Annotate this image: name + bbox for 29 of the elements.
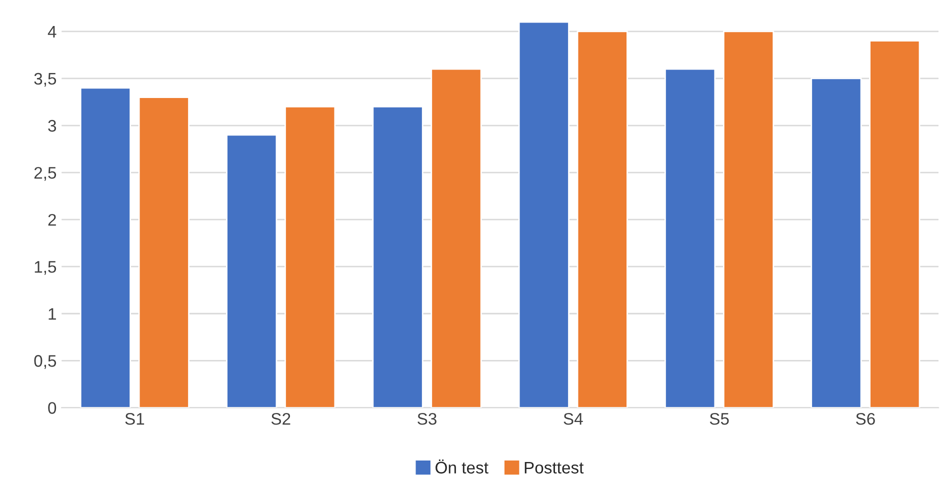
- bar: [810, 78, 862, 408]
- bar: [138, 96, 190, 408]
- bar: [722, 30, 774, 408]
- x-tick-label: S6: [856, 412, 875, 425]
- bar: [518, 22, 570, 408]
- x-tick-label: S5: [710, 412, 729, 425]
- legend-label: Ön test: [436, 459, 488, 474]
- bar: [80, 87, 132, 408]
- x-tick-label: S2: [271, 412, 290, 425]
- bar: [869, 40, 920, 408]
- bar: [226, 134, 278, 408]
- bar: [430, 68, 482, 408]
- y-tick-label: 0,5: [34, 355, 56, 369]
- y-tick-label: 0: [48, 402, 56, 414]
- y-tick-label: 2: [48, 214, 56, 226]
- legend-label: Posttest: [524, 462, 584, 474]
- y-tick-label: 2,5: [34, 166, 56, 181]
- x-tick-label: S4: [564, 412, 583, 425]
- y-tick-label: 3,5: [34, 72, 56, 87]
- bar: [372, 106, 424, 408]
- x-tick-label: S1: [125, 412, 144, 425]
- bar: [284, 106, 336, 408]
- bar: [664, 68, 716, 408]
- x-tick-label: S3: [418, 412, 436, 425]
- y-tick-label: 1,5: [34, 261, 56, 275]
- y-tick-label: 4: [48, 26, 56, 38]
- bar: [576, 30, 628, 408]
- y-tick-label: 1: [48, 308, 56, 320]
- y-tick-label: 3: [48, 120, 56, 132]
